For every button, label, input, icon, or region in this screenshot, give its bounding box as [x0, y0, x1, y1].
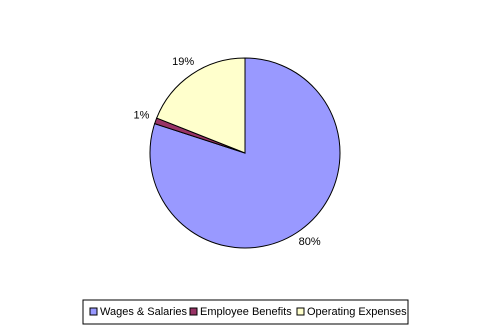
pie-slice [156, 57, 246, 154]
legend-swatch [189, 307, 198, 316]
legend-swatch [89, 307, 98, 316]
legend-swatch [296, 307, 305, 316]
data-label: 80% [299, 236, 321, 248]
legend-label: Operating Expenses [307, 306, 407, 318]
data-label: 19% [172, 56, 194, 68]
legend-label: Wages & Salaries [100, 306, 188, 318]
legend-box [82, 299, 409, 325]
data-label: 1% [134, 110, 150, 122]
legend-label: Employee Benefits [200, 306, 292, 318]
